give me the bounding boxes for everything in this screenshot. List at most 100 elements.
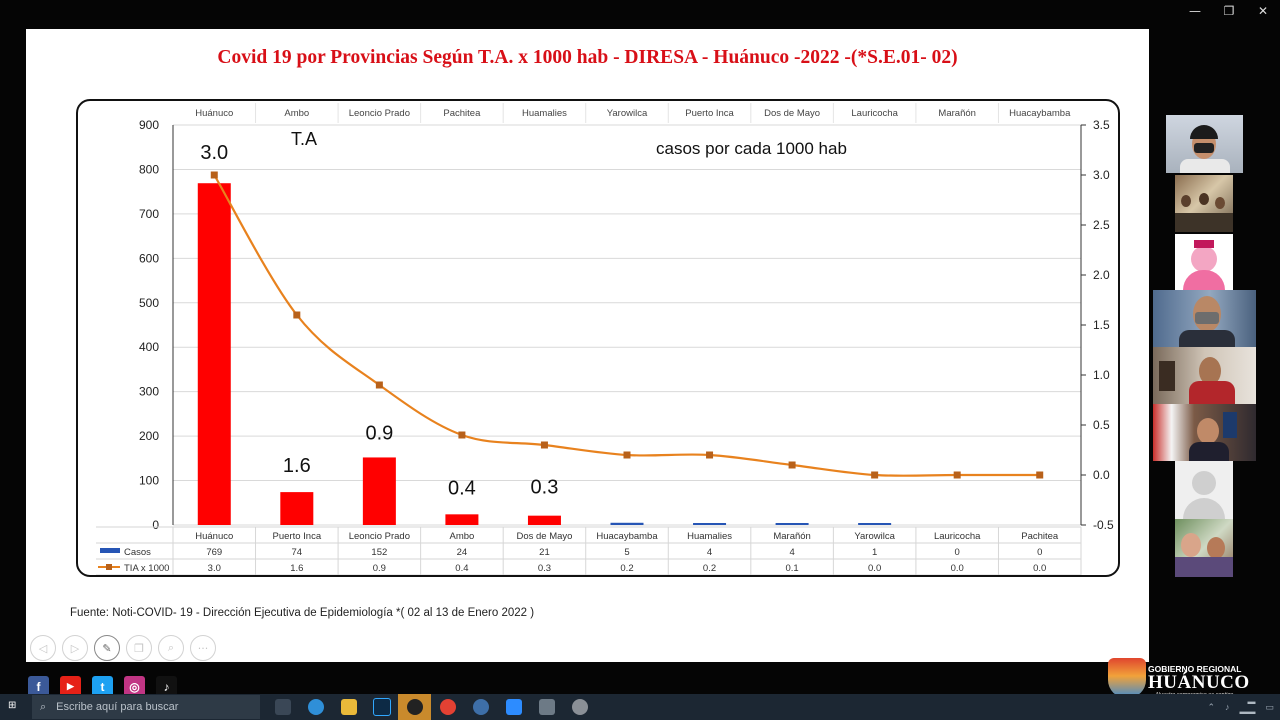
tia-line [213,174,1040,477]
tia-cell: 1.6 [290,563,303,574]
zoom-icon[interactable]: ⌕ [158,635,184,661]
task-view-icon[interactable] [266,694,299,720]
speaker-icon[interactable]: ♪ [1224,702,1230,712]
casos-cell: 1 [872,547,877,558]
app-icon-active[interactable] [398,694,431,720]
bar-casos [445,514,479,525]
participant-video-5[interactable] [1153,347,1256,404]
right-tick-label: 1.5 [1093,318,1110,332]
tia-marker [871,471,879,479]
zoom-app-icon[interactable] [497,694,530,720]
right-tick-label: 1.0 [1093,368,1110,382]
notifications-icon[interactable]: ▭ [1265,701,1274,712]
system-tray: ⌃ ♪ ▬ ▬▬ ▭ [1207,694,1274,720]
windows-start-icon[interactable]: ⊞ [8,700,17,711]
instagram-icon[interactable]: ◎ [124,676,145,697]
taskbar-search[interactable]: ⌕ Escribe aquí para buscar [32,695,260,719]
category-label: Yarowilca [854,531,895,542]
facebook-icon[interactable]: f [28,676,49,697]
edge-icon[interactable] [299,694,332,720]
participant-video-8[interactable] [1175,519,1233,577]
left-tick-label: 900 [139,118,159,132]
top-category-label: Huacaybamba [1009,108,1071,119]
participant-video-1[interactable] [1166,115,1243,173]
legend-key-tia-marker [106,564,112,570]
youtube-icon[interactable]: ▶ [60,676,81,697]
right-tick-label: 2.0 [1093,268,1110,282]
tia-cell: 3.0 [208,563,221,574]
search-icon: ⌕ [40,700,47,713]
casos-cell: 152 [371,547,387,558]
category-label: Dos de Mayo [516,531,572,542]
right-tick-label: 0.0 [1093,468,1110,482]
tia-cell: 0.2 [703,563,716,574]
tia-marker [706,451,714,459]
logo-big-text: HUÁNUCO [1148,672,1250,693]
photoshop-icon[interactable] [365,694,398,720]
source-note: Fuente: Noti-COVID- 19 - Dirección Ejecu… [70,607,535,619]
right-tick-label: 3.0 [1093,168,1110,182]
casos-cell: 769 [206,547,222,558]
participant-video-4[interactable] [1153,290,1256,347]
category-label: Ambo [449,531,474,542]
category-label: Pachitea [1021,531,1059,542]
tia-cell: 0.1 [785,563,798,574]
top-category-label: Huamalies [522,108,567,119]
tia-marker [1036,471,1044,479]
left-tick-label: 400 [139,340,159,354]
participant-video-2[interactable] [1175,175,1233,232]
more-options-icon[interactable]: ··· [190,635,216,661]
tia-cell: 0.2 [620,563,633,574]
settings-icon[interactable] [464,694,497,720]
participant-avatar-7[interactable] [1175,461,1233,519]
twitter-icon[interactable]: t [92,676,113,697]
slides-icon[interactable]: ❐ [126,635,152,661]
slide-title: Covid 19 por Provincias Según T.A. x 100… [217,47,958,68]
taskbar: ⊞ ⌕ Escribe aquí para buscar ⌃ ♪ ▬ ▬▬ ▭ [0,694,1280,720]
file-explorer-icon[interactable] [332,694,365,720]
tia-data-label: 1.6 [283,455,311,477]
participant-avatar-3[interactable] [1175,234,1233,290]
restore-button[interactable]: ❐ [1223,4,1235,18]
ta-annotation: T.A [291,129,317,149]
chart: 0100200300400500600700800900-0.50.00.51.… [96,103,1114,575]
tia-marker [458,431,466,439]
previous-slide-icon[interactable]: ◁ [30,635,56,661]
tiktok-icon[interactable]: ♪ [156,676,177,697]
pen-icon[interactable]: ✎ [94,635,120,661]
tia-cell: 0.0 [951,563,964,574]
app-icon-2[interactable] [563,694,596,720]
presentation-slide: Covid 19 por Provincias Según T.A. x 100… [26,29,1149,662]
bar-casos [527,515,561,525]
tia-marker [293,311,301,319]
clock[interactable]: ▬ ▬▬ [1239,697,1256,716]
top-category-label: Marañón [938,108,976,119]
top-category-label: Leoncio Prado [349,108,410,119]
social-links: f ▶ t ◎ ♪ [28,676,177,697]
chevron-up-icon[interactable]: ⌃ [1207,701,1215,712]
taskbar-apps [266,694,596,720]
left-tick-label: 600 [139,251,159,265]
tia-data-label: 0.9 [365,422,393,444]
bar-casos [775,523,809,525]
window-controls: — ❐ ✕ [1178,0,1280,22]
tia-marker [540,441,548,449]
tia-marker [210,171,218,179]
top-category-label: Dos de Mayo [764,108,820,119]
app-icon[interactable] [530,694,563,720]
next-slide-icon[interactable]: ▷ [62,635,88,661]
left-tick-label: 800 [139,162,159,176]
minimize-button[interactable]: — [1189,4,1201,18]
bar-casos [362,457,396,525]
shield-logo-icon [1108,658,1146,698]
legend-label-casos: Casos [124,547,151,558]
top-category-label: Ambo [284,108,309,119]
top-category-label: Pachitea [443,108,481,119]
chrome-icon[interactable] [431,694,464,720]
casos-cell: 74 [292,547,303,558]
category-label: Huánuco [195,531,233,542]
close-button[interactable]: ✕ [1257,4,1269,18]
tia-marker [788,461,796,469]
left-tick-label: 700 [139,207,159,221]
participant-video-6[interactable] [1153,404,1256,461]
